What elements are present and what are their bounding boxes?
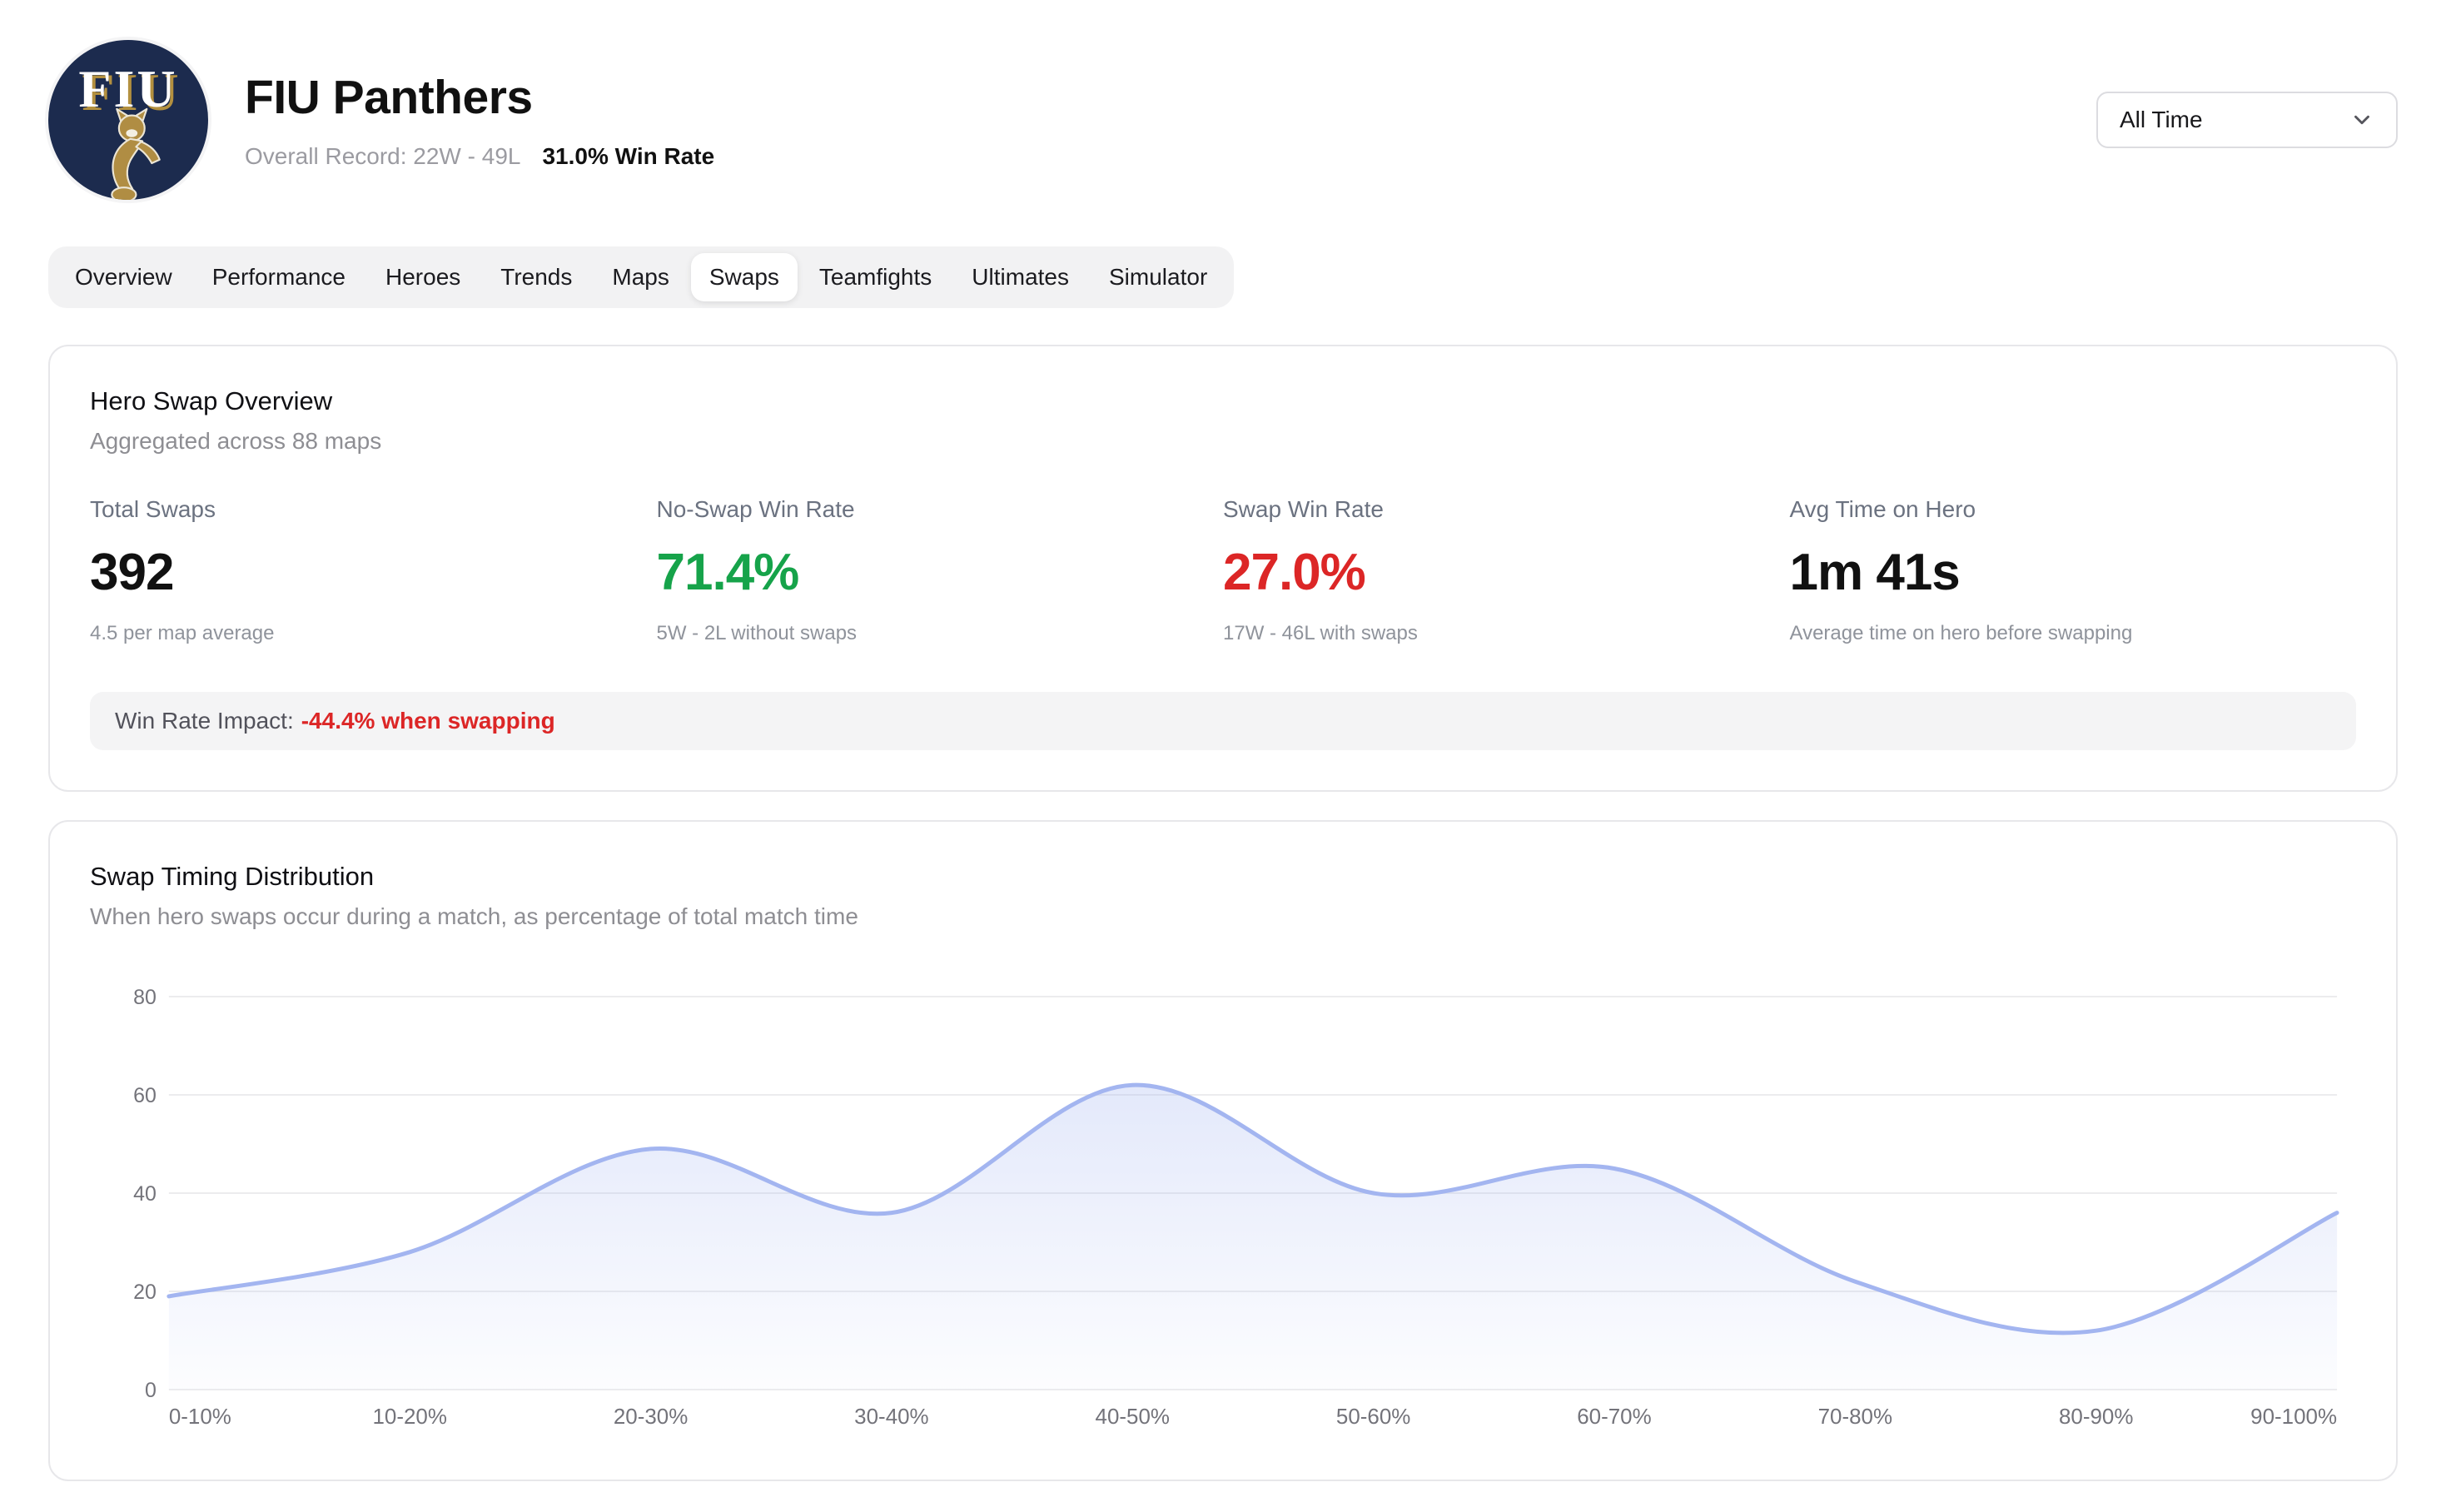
x-axis-label-60-70%: 60-70% bbox=[1577, 1404, 1651, 1429]
stat-value: 27.0% bbox=[1223, 544, 1366, 601]
stat-sub: 4.5 per map average bbox=[90, 622, 275, 644]
impact-label: Win Rate Impact: bbox=[115, 708, 294, 734]
timing-card-title: Swap Timing Distribution bbox=[90, 862, 375, 891]
team-logo: FIU bbox=[48, 40, 208, 200]
stat-sub: 5W - 2L without swaps bbox=[656, 622, 858, 644]
tab-maps[interactable]: Maps bbox=[612, 264, 669, 290]
stat-label: Swap Win Rate bbox=[1223, 496, 1384, 522]
stat-value: 1m 41s bbox=[1789, 544, 1961, 601]
win-rate: 31.0% Win Rate bbox=[542, 143, 715, 169]
tab-overview[interactable]: Overview bbox=[75, 264, 172, 290]
tab-bar: Overview Performance Heroes Trends Maps Swaps… bbox=[48, 246, 1235, 308]
stat-sub: 17W - 46L with swaps bbox=[1223, 622, 1418, 644]
tab-simulator[interactable]: Simulator bbox=[1109, 264, 1208, 290]
stat-value: 71.4% bbox=[656, 544, 800, 601]
stat-label: Total Swaps bbox=[90, 496, 216, 522]
stat-label: Avg Time on Hero bbox=[1789, 496, 1976, 522]
x-axis-label-80-90%: 80-90% bbox=[2059, 1404, 2133, 1429]
stat-column: Swap Win Rate 27.0% 17W - 46L with swaps bbox=[1223, 496, 1790, 645]
team-name: FIU Panthers bbox=[245, 71, 533, 124]
x-axis-label-20-30%: 20-30% bbox=[614, 1404, 688, 1429]
x-axis-label-70-80%: 70-80% bbox=[1818, 1404, 1892, 1429]
y-axis-label-20: 20 bbox=[133, 1281, 157, 1304]
swap-timing-chart-svg: 0 20 40 60 80 0-10% 10-20% 20-30% 30-40% 40-50% 50… bbox=[133, 986, 2339, 1429]
time-filter-value: All Time bbox=[2120, 107, 2203, 132]
chevron-down-icon bbox=[2354, 115, 2369, 125]
tab-teamfights[interactable]: Teamfights bbox=[818, 264, 932, 290]
overall-record: Overall Record: 22W - 49L bbox=[245, 143, 521, 169]
team-logo-text: FIU bbox=[78, 59, 178, 118]
overview-card-title: Hero Swap Overview bbox=[90, 386, 333, 415]
swap-timing-chart: 0 20 40 60 80 0-10% 10-20% 20-30% 30-40% 40-50% 50… bbox=[90, 973, 2356, 1440]
panther-icon bbox=[111, 107, 161, 200]
y-axis-label-80: 80 bbox=[133, 986, 157, 1009]
tab-trends[interactable]: Trends bbox=[500, 264, 573, 290]
header: FIU FIU Panthers Overall Record: 22W - 4… bbox=[48, 40, 2398, 200]
stat-column: Avg Time on Hero 1m 41s Average time on he… bbox=[1790, 496, 2357, 645]
stat-column: Total Swaps 392 4.5 per map average bbox=[90, 496, 657, 645]
y-axis-label-60: 60 bbox=[133, 1084, 157, 1107]
header-subline: Overall Record: 22W - 49L 31.0% Win Rate bbox=[245, 143, 714, 170]
header-text: FIU Panthers Overall Record: 22W - 49L 3… bbox=[245, 70, 714, 170]
impact-value: -44.4% when swapping bbox=[301, 708, 555, 734]
y-axis-label-40: 40 bbox=[133, 1182, 157, 1206]
area-line bbox=[167, 1082, 2339, 1335]
tab-heroes[interactable]: Heroes bbox=[385, 264, 461, 290]
timing-card-subtitle: When hero swaps occur during a match, as… bbox=[90, 903, 858, 929]
hero-swap-overview-card: Hero Swap Overview Aggregated across 88 … bbox=[48, 345, 2398, 792]
x-axis-label-30-40%: 30-40% bbox=[854, 1404, 928, 1429]
time-filter-dropdown[interactable]: All Time bbox=[2096, 92, 2398, 148]
area-fill bbox=[168, 1085, 2338, 1390]
stat-label: No-Swap Win Rate bbox=[656, 496, 855, 522]
x-axis-label-0-10%: 0-10% bbox=[169, 1404, 231, 1429]
tab-ultimates[interactable]: Ultimates bbox=[972, 264, 1069, 290]
swap-timing-card: Swap Timing Distribution When hero swaps… bbox=[48, 820, 2398, 1481]
win-rate-impact-bar: Win Rate Impact: -44.4% when swapping bbox=[90, 692, 2356, 750]
x-axis-label-40-50%: 40-50% bbox=[1096, 1404, 1170, 1429]
stat-sub: Average time on hero before swapping bbox=[1789, 622, 2133, 644]
stat-column: No-Swap Win Rate 71.4% 5W - 2L without swa… bbox=[657, 496, 1224, 645]
stat-value: 392 bbox=[90, 544, 174, 601]
tab-swaps[interactable]: Swaps bbox=[690, 253, 798, 301]
x-axis-label-90-100%: 90-100% bbox=[2250, 1404, 2337, 1429]
x-axis-label-10-20%: 10-20% bbox=[372, 1404, 446, 1429]
y-axis-label-0: 0 bbox=[145, 1379, 157, 1402]
x-axis-label-50-60%: 50-60% bbox=[1336, 1404, 1410, 1429]
overview-card-subtitle: Aggregated across 88 maps bbox=[90, 428, 382, 454]
tab-performance[interactable]: Performance bbox=[211, 264, 346, 290]
stats-grid: Total Swaps 392 4.5 per map average No-Swap… bbox=[90, 496, 2356, 645]
